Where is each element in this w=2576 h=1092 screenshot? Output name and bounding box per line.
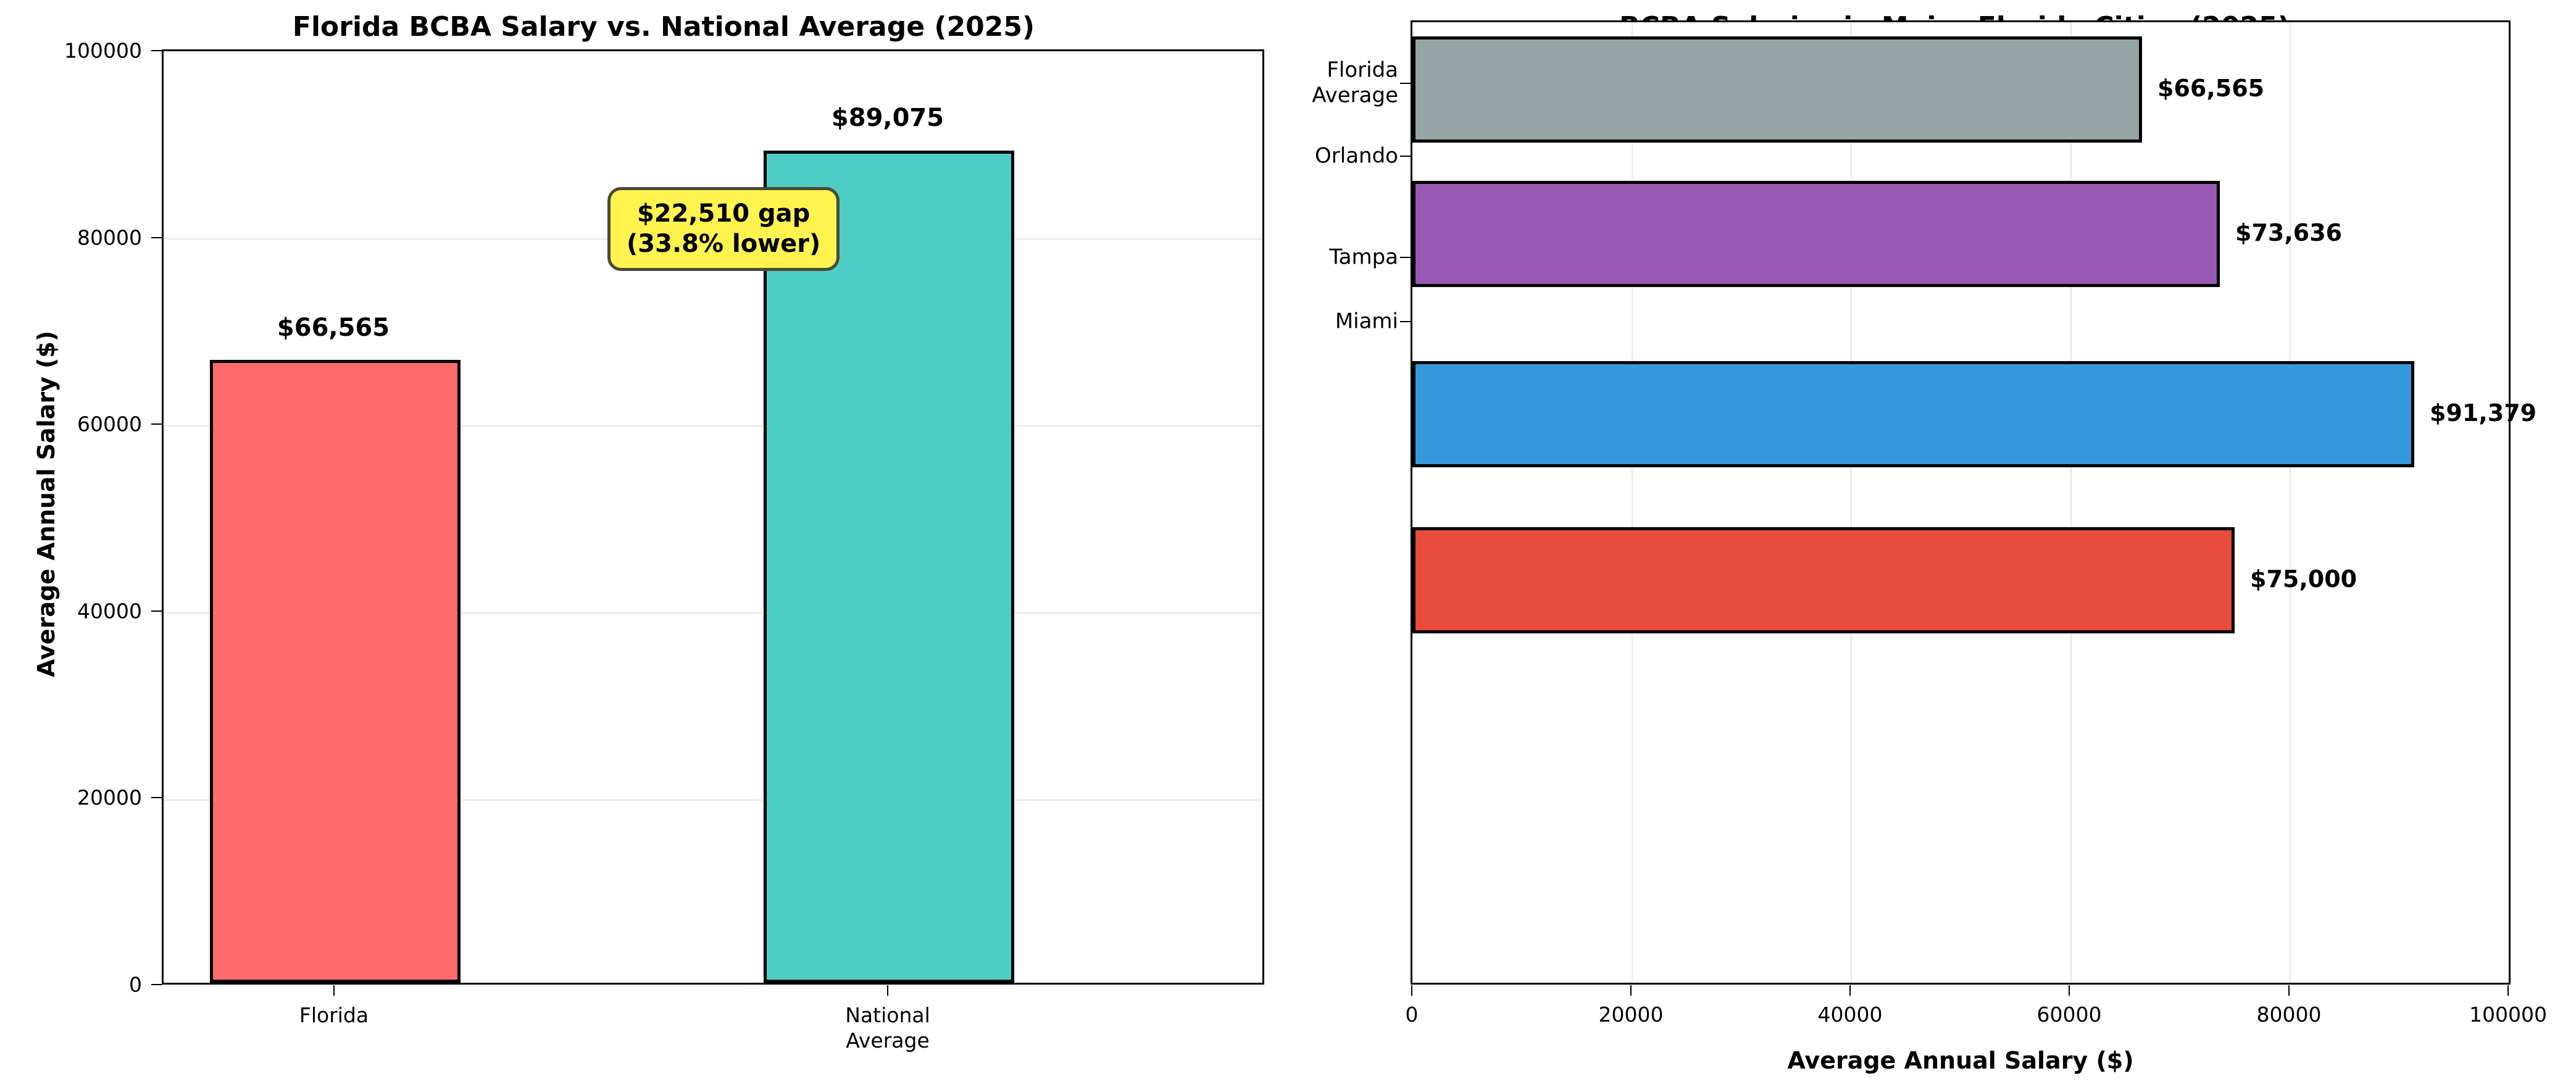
bar-tampa-value-label: $91,379 <box>2430 399 2537 427</box>
left-chart-panel: Florida BCBA Salary vs. National Average… <box>33 11 1264 1054</box>
right-x-tick-mark-0 <box>1411 985 1412 996</box>
left-gridline-60000 <box>164 425 1262 427</box>
right-x-tick-label-20000: 20000 <box>1598 1002 1664 1027</box>
right-x-tick-label-40000: 40000 <box>1817 1002 1883 1027</box>
right-x-tick-mark-60000 <box>2069 985 2070 996</box>
left-y-tick-mark-100000 <box>151 50 162 51</box>
bar-florida-value-label: $66,565 <box>277 314 390 342</box>
category-label-tampa-line1: Tampa <box>1329 244 1398 270</box>
category-tick-orlando <box>1400 156 1411 157</box>
category-label-miami: Miami <box>1296 309 1398 334</box>
right-x-tick-mark-20000 <box>1630 985 1632 996</box>
left-x-tick-label-florida-line1: Florida <box>299 1003 369 1027</box>
left-y-tick-label-60000: 60000 <box>77 412 142 436</box>
right-x-tick-label-80000: 80000 <box>2256 1002 2322 1027</box>
bar-florida[interactable] <box>210 360 461 983</box>
right-x-tick-mark-40000 <box>1849 985 1851 996</box>
left-x-tick-mark-florida <box>333 985 335 996</box>
bar-orlando[interactable] <box>1412 181 2220 287</box>
bar-orlando-value-label: $73,636 <box>2235 219 2343 246</box>
left-y-tick-mark-0 <box>151 984 162 985</box>
category-tick-tampa <box>1400 257 1411 258</box>
left-gridline-40000 <box>164 612 1262 614</box>
salary-gap-annotation-line2: (33.8% lower) <box>627 229 821 258</box>
right-gridline-60000 <box>2070 22 2072 983</box>
bar-miami[interactable] <box>1412 527 2235 633</box>
bar-florida-average[interactable] <box>1412 36 2142 143</box>
left-x-tick-label-florida: Florida <box>299 1002 369 1028</box>
left-y-tick-label-20000: 20000 <box>77 785 142 810</box>
left-x-tick-mark-national-average <box>887 985 888 996</box>
right-x-tick-label-60000: 60000 <box>2036 1002 2102 1027</box>
salary-gap-annotation: $22,510 gap (33.8% lower) <box>607 187 840 271</box>
left-y-tick-mark-20000 <box>151 797 162 798</box>
bar-national-average-value-label: $89,075 <box>831 104 944 132</box>
bar-miami-value-label: $75,000 <box>2250 565 2357 593</box>
bar-florida-average-value-label: $66,565 <box>2157 75 2265 102</box>
right-x-tick-label-0: 0 <box>1405 1002 1419 1027</box>
left-y-tick-mark-40000 <box>151 611 162 612</box>
left-x-tick-label-national-average: National Average <box>845 1002 930 1054</box>
salary-gap-annotation-line1: $22,510 gap <box>636 199 811 228</box>
right-chart-panel: BCBA Salaries in Major Florida Cities (2… <box>1290 0 2576 1092</box>
left-y-tick-label-40000: 40000 <box>77 599 142 623</box>
left-x-tick-label-national-line2: Average <box>846 1028 930 1053</box>
left-x-tick-label-national-line1: National <box>845 1003 930 1027</box>
right-plot-area <box>1411 20 2511 985</box>
right-x-tick-label-100000: 100000 <box>2469 1002 2547 1027</box>
category-label-florida-average-line2: Average <box>1312 83 1398 108</box>
left-y-tick-label-0: 0 <box>129 972 142 997</box>
category-label-orlando: Orlando <box>1296 143 1398 169</box>
left-y-axis-title: Average Annual Salary ($) <box>33 330 60 677</box>
category-label-orlando-line1: Orlando <box>1315 143 1398 169</box>
left-y-tick-mark-60000 <box>151 423 162 425</box>
category-tick-florida-average <box>1400 83 1411 84</box>
left-y-tick-label-100000: 100000 <box>64 38 142 63</box>
category-label-tampa: Tampa <box>1296 244 1398 270</box>
right-x-axis-title: Average Annual Salary ($) <box>1787 1047 2134 1074</box>
left-y-tick-label-80000: 80000 <box>77 225 142 250</box>
category-label-miami-line1: Miami <box>1335 309 1398 334</box>
bar-national-average[interactable] <box>764 151 1014 983</box>
right-gridline-20000 <box>1632 22 1633 983</box>
category-label-florida-average-line1: Florida <box>1327 57 1398 83</box>
left-chart-title: Florida BCBA Salary vs. National Average… <box>292 11 1035 43</box>
left-gridline-20000 <box>164 799 1262 801</box>
bar-tampa[interactable] <box>1412 361 2414 467</box>
category-tick-miami <box>1400 321 1411 322</box>
category-label-florida-average: Florida Average <box>1296 58 1398 109</box>
right-gridline-80000 <box>2290 22 2291 983</box>
right-x-tick-mark-100000 <box>2507 985 2509 996</box>
right-x-tick-mark-80000 <box>2288 985 2290 996</box>
left-y-tick-mark-80000 <box>151 237 162 238</box>
right-gridline-40000 <box>1851 22 1852 983</box>
